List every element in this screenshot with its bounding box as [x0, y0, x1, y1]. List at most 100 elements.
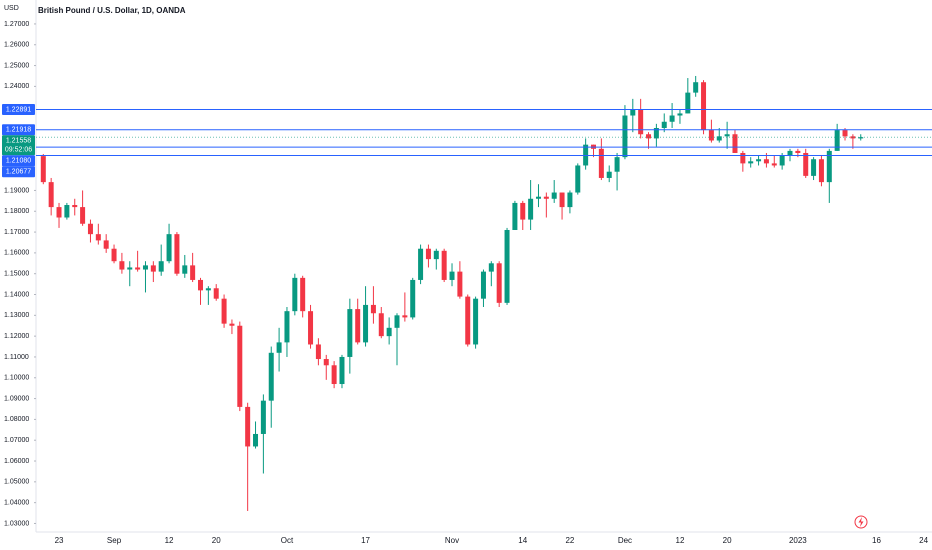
- candle-body: [127, 267, 133, 270]
- candle-body: [166, 234, 172, 262]
- candle-body: [834, 130, 840, 151]
- candle-body: [190, 265, 196, 280]
- candle-body: [622, 115, 628, 158]
- candle-body: [56, 207, 62, 218]
- candle-body: [740, 152, 746, 164]
- candle-body: [103, 240, 109, 249]
- candle-body: [724, 134, 730, 137]
- y-tick-label: 1.03000: [4, 520, 29, 527]
- candle-body: [402, 315, 408, 318]
- candle-body: [237, 325, 243, 407]
- overlay: 1.22891 1.21918 1.21558 09:52:06 1.21080 1.20…: [2, 103, 932, 178]
- candle-body: [182, 265, 188, 274]
- candle-body: [150, 265, 156, 272]
- candle-body: [858, 137, 864, 139]
- candle-body: [72, 205, 78, 208]
- candle-body: [386, 327, 392, 337]
- candle-body: [465, 296, 471, 345]
- y-tick-label: 1.19000: [4, 187, 29, 194]
- replay-icon[interactable]: [854, 515, 868, 529]
- candle-body: [339, 356, 345, 385]
- level-label: 1.20677: [6, 169, 31, 176]
- candle-body: [64, 205, 70, 218]
- candle-body: [803, 152, 809, 176]
- candle-body: [779, 155, 785, 166]
- candle-body: [87, 223, 93, 235]
- candle-body: [292, 277, 298, 312]
- level-box: [2, 103, 35, 115]
- candle-body: [669, 115, 675, 122]
- candle-body: [826, 150, 832, 183]
- candle-body: [701, 82, 707, 131]
- candle-body: [748, 161, 754, 164]
- candle-body: [48, 182, 54, 208]
- candle-body: [260, 400, 266, 434]
- candle-body: [198, 279, 203, 291]
- candle-body: [410, 279, 416, 318]
- candle-body: [842, 130, 848, 137]
- y-tick-label: 1.06000: [4, 458, 29, 465]
- candle-body: [80, 207, 86, 224]
- x-tick-label: 14: [518, 536, 527, 545]
- x-tick-label: 20: [212, 536, 221, 545]
- x-tick-label: Sep: [107, 536, 122, 545]
- candle-body: [378, 313, 384, 337]
- y-tick-label: 1.10000: [4, 375, 29, 382]
- candle-body: [441, 250, 447, 280]
- candle-body: [95, 234, 101, 241]
- candle-body: [480, 271, 486, 299]
- candle-body: [795, 150, 801, 153]
- candle-body: [300, 277, 306, 312]
- y-tick-label: 1.13000: [4, 312, 29, 319]
- candle-body: [347, 309, 353, 357]
- candle-body: [229, 323, 235, 326]
- candle-body: [221, 298, 227, 324]
- icon-bolt[interactable]: [858, 517, 864, 527]
- y-tick-label: 1.15000: [4, 271, 29, 278]
- candle-body: [174, 234, 180, 274]
- candle-body: [818, 159, 824, 183]
- candle-body: [433, 250, 439, 260]
- candle-body: [653, 128, 659, 139]
- candle-body: [559, 192, 565, 208]
- candle-body: [284, 311, 290, 343]
- candle-body: [638, 109, 644, 135]
- y-tick-label: 1.27000: [4, 21, 29, 28]
- y-tick-label: 1.04000: [4, 499, 29, 506]
- level-box: [2, 155, 35, 167]
- candle-body: [567, 192, 573, 208]
- candle-body: [787, 150, 793, 156]
- candle-body: [756, 159, 762, 162]
- y-tick-label: 1.09000: [4, 395, 29, 402]
- candle-body: [520, 202, 526, 220]
- candle-body: [614, 157, 620, 172]
- candle-body: [685, 92, 691, 114]
- candle-body: [732, 134, 738, 153]
- x-tick-label: 12: [676, 536, 685, 545]
- candle-body: [363, 304, 369, 343]
- candle-body: [418, 248, 424, 280]
- level-box: [2, 124, 35, 136]
- chart-title: British Pound / U.S. Dollar, 1D, OANDA: [38, 6, 186, 15]
- candle-body: [245, 406, 251, 447]
- candle-body: [504, 229, 510, 303]
- x-tick-label: 22: [565, 536, 574, 545]
- candle-body: [308, 311, 314, 345]
- y-tick-label: 1.26000: [4, 42, 29, 49]
- candle-body: [158, 261, 164, 272]
- x-tick-label: 24: [919, 536, 928, 545]
- level-label: 1.21080: [6, 158, 31, 165]
- candle-body: [473, 298, 479, 345]
- candle-body: [213, 288, 219, 299]
- candle-body: [606, 171, 612, 178]
- candle-body: [276, 342, 282, 353]
- candle-body: [315, 344, 321, 360]
- candle-body: [135, 267, 141, 270]
- y-tick-label: 1.25000: [4, 62, 29, 69]
- candle-body: [425, 248, 431, 260]
- candle-body: [205, 288, 211, 291]
- candle-body: [40, 156, 46, 183]
- y-tick-label: 1.11000: [4, 354, 29, 361]
- candle-body: [543, 196, 549, 199]
